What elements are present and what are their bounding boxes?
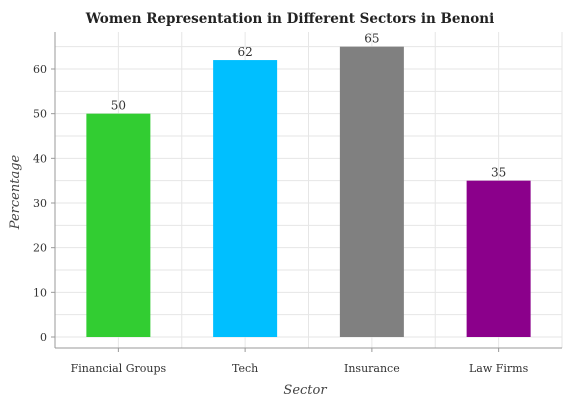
x-tick-label: Law Firms: [469, 362, 529, 375]
bar: [213, 60, 278, 338]
y-tick-label: 10: [33, 286, 47, 299]
data-label: 35: [491, 166, 506, 180]
bars: [86, 46, 531, 338]
y-axis-label: Percentage: [8, 154, 23, 230]
bar: [466, 180, 531, 337]
data-labels: 50 62 65 35: [111, 32, 507, 180]
data-label: 65: [364, 32, 379, 46]
bar: [339, 46, 404, 338]
y-tick-label: 40: [33, 152, 47, 165]
x-axis-label: Sector: [283, 383, 327, 398]
x-tick-label: Tech: [232, 362, 258, 375]
x-tick-label: Financial Groups: [71, 362, 167, 375]
y-tick-label: 0: [40, 331, 47, 344]
y-tick-label: 60: [33, 63, 47, 76]
y-tick-label: 20: [33, 242, 47, 255]
data-label: 50: [111, 99, 126, 113]
chart-title: Women Representation in Different Sector…: [85, 11, 495, 27]
data-label: 62: [237, 45, 252, 59]
axes: Financial Groups Tech Insurance Law Firms 0 1…: [33, 32, 562, 375]
y-tick-label: 50: [33, 108, 47, 121]
x-tick-label: Insurance: [344, 362, 400, 375]
y-tick-label: 30: [33, 197, 47, 210]
bar: [86, 113, 151, 338]
